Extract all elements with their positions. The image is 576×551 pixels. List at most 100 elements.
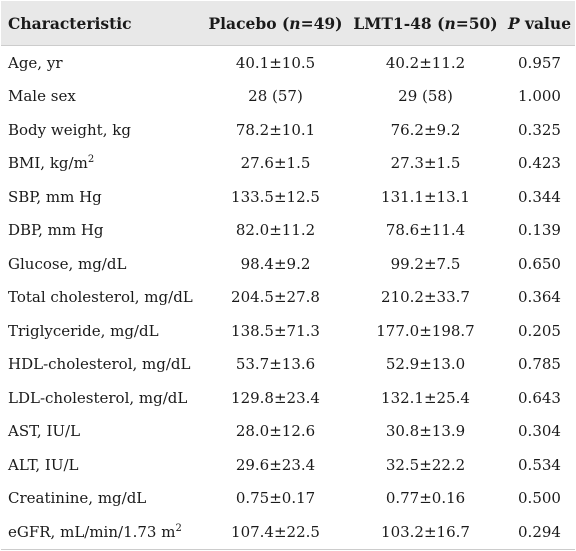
lmt1-48-value: 177.0±198.7 — [376, 321, 475, 340]
p-value: 0.785 — [518, 355, 561, 374]
header-lmt1-48: LMT1-48 (n=50) — [347, 1, 504, 46]
p-value: 0.500 — [518, 489, 561, 508]
lmt1-48-value: 32.5±22.2 — [385, 455, 466, 474]
header-characteristic: Characteristic — [1, 1, 204, 46]
lmt1-48-value: 30.8±13.9 — [385, 422, 466, 441]
lmt1-48-value: 27.3±1.5 — [390, 154, 461, 173]
placebo-value: 129.8±23.4 — [231, 388, 320, 407]
lmt1-48-value: 52.9±13.0 — [385, 355, 466, 374]
row-characteristic: Glucose, mg/dL — [1, 247, 204, 281]
p-value: 0.650 — [518, 254, 561, 273]
lmt1-48-value: 40.2±11.2 — [385, 53, 466, 72]
row-characteristic: SBP, mm Hg — [1, 180, 204, 214]
lmt1-48-value: 78.6±11.4 — [385, 221, 466, 240]
row-characteristic: Male sex — [1, 80, 204, 114]
placebo-value: 204.5±27.8 — [231, 288, 320, 307]
characteristic-label: Triglyceride, mg/dL — [8, 321, 159, 340]
characteristic-label: Creatinine, mg/dL — [8, 489, 147, 508]
placebo-value: 27.6±1.5 — [240, 154, 311, 173]
unit-superscript: 2 — [175, 522, 182, 534]
p-value: 0.957 — [518, 53, 561, 72]
row-characteristic: AST, IU/L — [1, 415, 204, 449]
lmt1-48-value: 76.2±9.2 — [390, 120, 461, 139]
table-body: Age, yr 40.1±10.5 40.2±11.2 0.957 Male sex 28… — [1, 46, 575, 550]
characteristic-label: eGFR, mL/min/1.73 m — [8, 522, 176, 541]
characteristic-label: Age, yr — [8, 53, 63, 72]
placebo-value: 28.0±12.6 — [235, 422, 316, 441]
placebo-value: 40.1±10.5 — [235, 53, 316, 72]
p-value: 0.205 — [518, 321, 561, 340]
row-characteristic: eGFR, mL/min/1.73 m2 — [1, 515, 204, 550]
row-characteristic: HDL-cholesterol, mg/dL — [1, 348, 204, 382]
lmt1-48-value: 0.77±0.16 — [385, 489, 466, 508]
characteristic-label: LDL-cholesterol, mg/dL — [8, 388, 188, 407]
row-characteristic: Total cholesterol, mg/dL — [1, 281, 204, 315]
table-row: Triglyceride, mg/dL 138.5±71.3 177.0±198.7… — [1, 314, 575, 348]
lmt1-48-value: 210.2±33.7 — [381, 288, 470, 307]
lmt1-48-value: 132.1±25.4 — [381, 388, 470, 407]
placebo-value: 133.5±12.5 — [231, 187, 320, 206]
table-row: SBP, mm Hg 133.5±12.5 131.1±13.1 0.344 — [1, 180, 575, 214]
header-placebo: Placebo (n=49) — [204, 1, 347, 46]
row-characteristic: ALT, IU/L — [1, 448, 204, 482]
characteristic-label: BMI, kg/m — [8, 154, 88, 173]
placebo-value: 138.5±71.3 — [231, 321, 320, 340]
header-row: Characteristic Placebo (n=49) LMT1-48 (n… — [1, 1, 575, 46]
table-row: Body weight, kg 78.2±10.1 76.2±9.2 0.325 — [1, 113, 575, 147]
row-characteristic: Triglyceride, mg/dL — [1, 314, 204, 348]
lmt1-48-value: 99.2±7.5 — [390, 254, 461, 273]
placebo-value: 107.4±22.5 — [204, 515, 347, 550]
table-row: LDL-cholesterol, mg/dL 129.8±23.4 132.1±25… — [1, 381, 575, 415]
characteristic-label: HDL-cholesterol, mg/dL — [8, 355, 191, 374]
p-value: 0.304 — [518, 422, 561, 441]
row-characteristic: LDL-cholesterol, mg/dL — [1, 381, 204, 415]
table-row: AST, IU/L 28.0±12.6 30.8±13.9 0.304 — [1, 415, 575, 449]
characteristic-label: Glucose, mg/dL — [8, 254, 127, 273]
table-row: eGFR, mL/min/1.73 m2 107.4±22.5 103.2±16.7… — [1, 515, 575, 550]
placebo-value: 82.0±11.2 — [235, 221, 316, 240]
table-header: Characteristic Placebo (n=49) LMT1-48 (n… — [1, 1, 575, 46]
p-value: 0.325 — [518, 120, 561, 139]
table-row: ALT, IU/L 29.6±23.4 32.5±22.2 0.534 — [1, 448, 575, 482]
lmt1-48-value: 29 (58) — [398, 87, 453, 106]
row-characteristic: Creatinine, mg/dL — [1, 482, 204, 516]
characteristic-label: Body weight, kg — [8, 120, 131, 139]
p-value: 0.344 — [518, 187, 561, 206]
p-value: 0.534 — [518, 455, 561, 474]
placebo-value: 28 (57) — [248, 87, 303, 106]
placebo-value: 29.6±23.4 — [235, 455, 316, 474]
header-p-value: P value — [504, 1, 575, 46]
p-value: 0.423 — [518, 154, 561, 173]
row-characteristic: BMI, kg/m2 — [1, 147, 204, 181]
row-characteristic: Age, yr — [1, 46, 204, 80]
p-value: 0.643 — [518, 388, 561, 407]
placebo-value: 53.7±13.6 — [235, 355, 316, 374]
characteristic-label: SBP, mm Hg — [8, 187, 102, 206]
unit-superscript: 2 — [87, 154, 95, 166]
characteristic-label: Total cholesterol, mg/dL — [8, 288, 193, 307]
table-row: Creatinine, mg/dL 0.75±0.17 0.77±0.16 0.500 — [1, 482, 575, 516]
table-row: HDL-cholesterol, mg/dL 53.7±13.6 52.9±13.0… — [1, 348, 575, 382]
p-value: 0.364 — [518, 288, 561, 307]
lmt1-48-value: 131.1±13.1 — [381, 187, 470, 206]
characteristic-label: ALT, IU/L — [8, 455, 79, 474]
lmt1-48-value: 103.2±16.7 — [347, 515, 504, 550]
table-row: Total cholesterol, mg/dL 204.5±27.8 210.2±… — [1, 281, 575, 315]
p-value: 0.294 — [504, 515, 575, 550]
characteristic-label: Male sex — [8, 87, 76, 106]
row-characteristic: DBP, mm Hg — [1, 214, 204, 248]
table-row: Age, yr 40.1±10.5 40.2±11.2 0.957 — [1, 46, 575, 80]
characteristic-label: DBP, mm Hg — [8, 221, 104, 240]
placebo-value: 78.2±10.1 — [235, 120, 316, 139]
table-row: BMI, kg/m2 27.6±1.5 27.3±1.5 0.423 — [1, 147, 575, 181]
table-row: Male sex 28 (57) 29 (58) 1.000 — [1, 80, 575, 114]
placebo-value: 98.4±9.2 — [240, 254, 311, 273]
table-row: Glucose, mg/dL 98.4±9.2 99.2±7.5 0.650 — [1, 247, 575, 281]
p-value: 0.139 — [518, 221, 561, 240]
p-value: 1.000 — [518, 87, 561, 106]
row-characteristic: Body weight, kg — [1, 113, 204, 147]
characteristic-label: AST, IU/L — [8, 422, 81, 441]
placebo-value: 0.75±0.17 — [235, 489, 316, 508]
